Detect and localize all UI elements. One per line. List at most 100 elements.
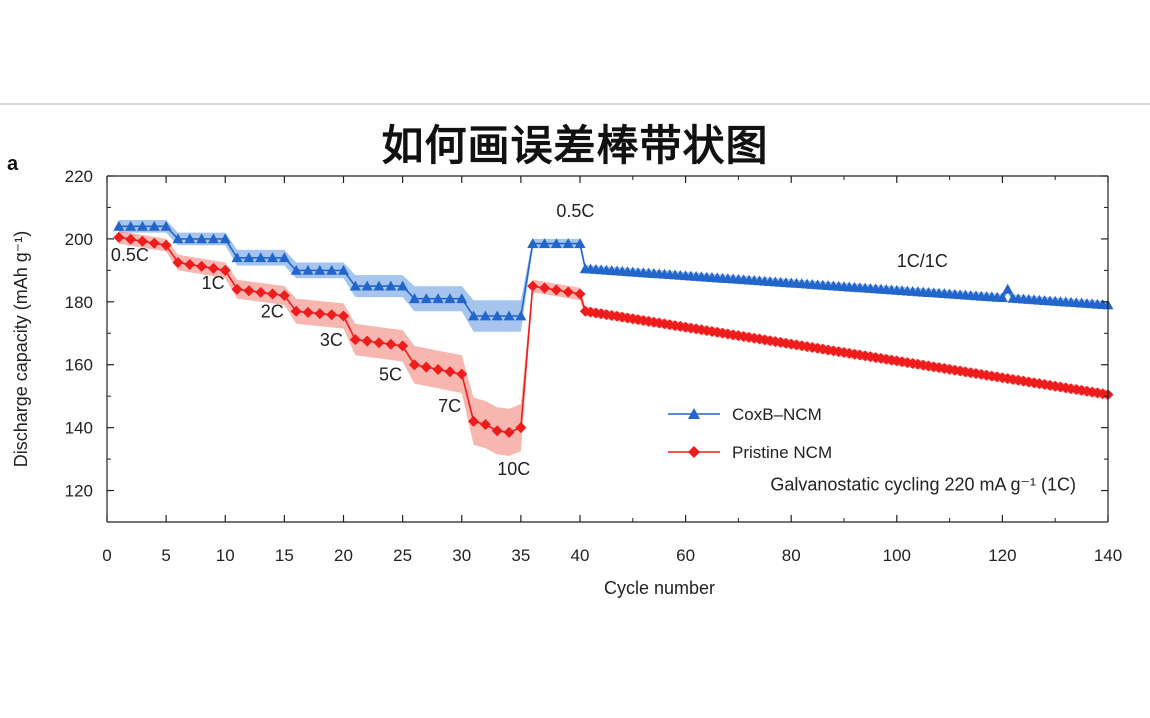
legend-marker-cob bbox=[688, 408, 700, 419]
marker-cob bbox=[302, 264, 314, 275]
rate-annotations: 0.5C 1C 2C 3C 5C 7C 10C 0.5C 1C/1C Galvanostatic … bbox=[111, 201, 1076, 495]
marker-cob bbox=[408, 293, 420, 304]
marker-pristine bbox=[812, 342, 824, 354]
marker-pristine bbox=[550, 284, 562, 296]
marker-pristine bbox=[267, 288, 279, 300]
marker-pristine bbox=[468, 415, 480, 427]
marker-pristine bbox=[397, 340, 409, 352]
x-tick-label: 5 bbox=[161, 546, 170, 565]
marker-cob bbox=[278, 252, 290, 263]
marker-cob bbox=[527, 238, 539, 249]
marker-pristine bbox=[491, 425, 503, 437]
marker-cob bbox=[231, 252, 243, 263]
marker-pristine bbox=[444, 366, 456, 378]
x-tick-label: 40 bbox=[571, 546, 590, 565]
x-tick-label: 120 bbox=[988, 546, 1016, 565]
marker-pristine bbox=[255, 286, 267, 298]
band-cob bbox=[118, 220, 1109, 332]
rate-label: 7C bbox=[438, 396, 461, 416]
rate-label: 0.5C bbox=[111, 245, 149, 265]
marker-cob bbox=[113, 220, 125, 231]
marker-pristine bbox=[338, 310, 349, 322]
marker-cob bbox=[397, 280, 409, 291]
rate-label: 1C/1C bbox=[897, 251, 948, 271]
x-tick-label: 10 bbox=[216, 546, 235, 565]
marker-pristine bbox=[290, 305, 302, 317]
marker-pristine bbox=[408, 359, 420, 371]
top-divider bbox=[0, 103, 1150, 105]
marker-pristine bbox=[231, 283, 243, 295]
series-markers bbox=[113, 220, 1114, 438]
marker-pristine bbox=[527, 280, 539, 292]
marker-cob bbox=[550, 238, 562, 249]
marker-cob bbox=[207, 233, 219, 244]
x-tick-label: 35 bbox=[511, 546, 530, 565]
x-tick-label: 15 bbox=[275, 546, 294, 565]
marker-cob bbox=[503, 310, 515, 321]
y-tick-label: 220 bbox=[65, 167, 93, 186]
x-tick-label: 140 bbox=[1094, 546, 1122, 565]
marker-pristine bbox=[456, 368, 468, 380]
marker-cob bbox=[479, 310, 491, 321]
marker-cob bbox=[290, 264, 302, 275]
marker-pristine bbox=[243, 285, 255, 297]
marker-cob bbox=[136, 220, 148, 231]
marker-cob bbox=[468, 310, 480, 321]
y-tick-label: 200 bbox=[65, 230, 93, 249]
marker-pristine bbox=[113, 231, 125, 243]
marker-pristine bbox=[420, 361, 432, 373]
axes: 0 5 10 15 20 25 30 35 40 60 80 100 120 140 120 140 160 18… bbox=[11, 167, 1122, 598]
marker-pristine bbox=[349, 334, 361, 346]
marker-pristine bbox=[172, 257, 184, 268]
marker-cob bbox=[184, 233, 196, 244]
marker-pristine bbox=[432, 363, 444, 375]
marker-cob bbox=[338, 264, 349, 275]
rate-label: 0.5C bbox=[556, 201, 594, 221]
x-tick-label: 0 bbox=[102, 546, 111, 565]
rate-label: Galvanostatic cycling 220 mA g⁻¹ (1C) bbox=[770, 475, 1076, 495]
marker-pristine bbox=[125, 233, 137, 245]
marker-pristine bbox=[373, 337, 385, 349]
marker-cob bbox=[125, 220, 137, 231]
y-tick-label: 160 bbox=[65, 356, 93, 375]
x-tick-label: 25 bbox=[393, 546, 412, 565]
y-tick-label: 180 bbox=[65, 293, 93, 312]
marker-pristine bbox=[326, 309, 338, 321]
marker-cob bbox=[1002, 283, 1014, 294]
marker-pristine bbox=[160, 239, 172, 251]
rate-label: 5C bbox=[379, 364, 402, 384]
marker-pristine bbox=[361, 335, 373, 347]
marker-cob bbox=[456, 293, 468, 304]
marker-cob bbox=[172, 233, 184, 244]
marker-cob bbox=[539, 238, 551, 249]
marker-pristine bbox=[148, 237, 160, 249]
marker-cob bbox=[349, 280, 361, 291]
marker-cob bbox=[148, 220, 160, 231]
marker-pristine bbox=[278, 290, 290, 302]
marker-cob bbox=[385, 280, 397, 291]
marker-cob bbox=[373, 280, 385, 291]
marker-pristine bbox=[479, 418, 491, 430]
marker-cob bbox=[326, 264, 338, 275]
x-tick-label: 20 bbox=[334, 546, 353, 565]
rate-label: 1C bbox=[202, 273, 225, 293]
rate-label: 2C bbox=[261, 302, 284, 322]
marker-cob bbox=[196, 233, 208, 244]
marker-cob bbox=[255, 252, 267, 263]
error-bands bbox=[118, 220, 1109, 456]
panel-label: a bbox=[7, 153, 19, 175]
marker-pristine bbox=[562, 286, 574, 298]
marker-cob bbox=[160, 220, 172, 231]
x-tick-label: 30 bbox=[452, 546, 471, 565]
series-lines bbox=[118, 225, 1109, 434]
legend-label-pristine: Pristine NCM bbox=[732, 443, 832, 462]
page-title: 如何画误差棒带状图 bbox=[381, 121, 769, 170]
legend-marker-pristine bbox=[688, 446, 700, 458]
marker-cob bbox=[432, 293, 444, 304]
marker-cob bbox=[219, 233, 231, 244]
line-pristine bbox=[118, 236, 1109, 434]
marker-cob bbox=[562, 238, 574, 249]
marker-cob bbox=[515, 310, 527, 321]
rate-label: 10C bbox=[497, 459, 530, 479]
legend: CoxB–NCM Pristine NCM bbox=[668, 405, 832, 462]
